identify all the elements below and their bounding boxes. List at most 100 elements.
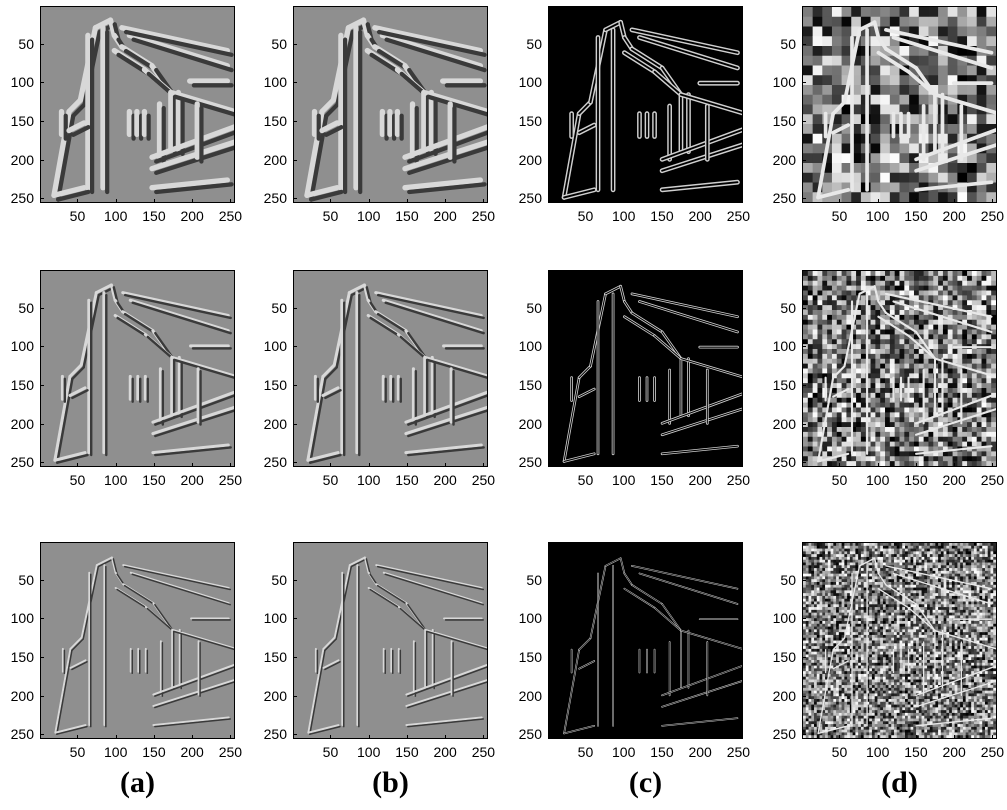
phase-cell — [882, 609, 887, 614]
phase-cell — [811, 570, 815, 575]
phase-cell — [811, 651, 815, 655]
phase-cell — [863, 729, 867, 733]
phase-cell — [858, 693, 862, 697]
phase-cell — [812, 446, 818, 452]
phase-cell — [909, 407, 915, 413]
phase-cell — [844, 593, 848, 597]
phase-cell — [869, 690, 873, 694]
phase-cell — [899, 344, 905, 350]
phase-cell — [831, 305, 838, 311]
phase-cell — [967, 46, 978, 57]
phase-cell — [991, 363, 996, 369]
phase-cell — [847, 668, 851, 672]
phase-cell — [880, 640, 884, 644]
phase-cell — [871, 685, 876, 689]
phase-cell — [807, 295, 814, 301]
edge-line — [146, 335, 176, 362]
x-tick-mark — [330, 463, 332, 467]
phase-cell — [817, 456, 823, 462]
phase-cell — [885, 417, 891, 423]
phase-cell — [812, 402, 818, 408]
phase-cell — [812, 36, 823, 47]
phase-cell — [838, 568, 842, 572]
phase-cell — [971, 388, 978, 394]
phase-cell — [827, 621, 831, 625]
phase-cell — [933, 446, 939, 452]
edge-line — [376, 312, 410, 335]
phase-cell — [831, 427, 838, 433]
x-tick-mark — [483, 199, 485, 203]
phase-cell — [841, 559, 845, 563]
phase-cell — [833, 562, 837, 566]
phase-cell — [869, 618, 873, 622]
phase-cell — [918, 290, 925, 296]
phase-cell — [831, 422, 838, 428]
phase-cell — [836, 412, 842, 418]
phase-cell — [803, 124, 814, 135]
edge-line — [654, 607, 682, 631]
phase-cell — [870, 368, 876, 374]
phase-cell — [986, 441, 992, 447]
phase-cell — [874, 668, 878, 672]
phase-cell — [822, 353, 828, 360]
phase-cell — [865, 392, 871, 399]
phase-cell — [875, 285, 881, 291]
phase-cell — [874, 687, 878, 692]
phase-cell — [846, 436, 852, 443]
phase-cell — [894, 383, 900, 389]
phase-cell — [967, 314, 973, 321]
phase-cell — [871, 582, 876, 586]
phase-cell — [844, 732, 848, 736]
phase-cell — [831, 431, 838, 438]
edge-line — [631, 312, 663, 333]
phase-cell — [836, 682, 840, 686]
phase-cell — [869, 729, 873, 733]
phase-cell — [913, 271, 920, 277]
phase-cell — [825, 735, 829, 738]
phase-cell — [805, 604, 809, 608]
phase-cell — [942, 329, 949, 335]
phase-cell — [981, 397, 987, 404]
phase-cell — [855, 604, 859, 608]
phase-cell — [885, 334, 891, 340]
phase-cell — [847, 673, 851, 678]
x-tick-label: 100 — [612, 208, 636, 224]
phase-cell — [928, 280, 934, 287]
phase-cell — [808, 721, 812, 725]
y-tick-mark — [40, 159, 44, 161]
phase-cell — [899, 46, 910, 57]
phase-cell — [836, 427, 842, 433]
phase-cell — [967, 143, 978, 154]
phase-cell — [875, 324, 881, 330]
phase-cell — [909, 349, 915, 355]
phase-cell — [869, 637, 873, 641]
edge-line — [151, 405, 234, 436]
phase-cell — [822, 615, 826, 619]
phase-cell — [986, 412, 992, 418]
phase-cell — [885, 651, 889, 655]
phase-cell — [991, 290, 996, 296]
phase-cell — [938, 339, 944, 345]
image-frame — [293, 270, 488, 467]
phase-cell — [807, 358, 814, 365]
phase-cell — [875, 427, 881, 433]
phase-cell — [871, 579, 876, 583]
y-tick-mark — [802, 462, 806, 464]
phase-cell — [877, 582, 881, 586]
phase-cell — [808, 646, 812, 650]
phase-cell — [986, 7, 996, 18]
phase-cell — [981, 314, 987, 321]
phase-cell — [899, 383, 905, 389]
phase-cell — [827, 305, 833, 311]
phase-cell — [822, 275, 828, 282]
phase-cell — [816, 718, 820, 722]
x-tick-label: 50 — [322, 744, 339, 760]
phase-cell — [841, 75, 852, 86]
phase-cell — [841, 562, 845, 566]
phase-cell — [838, 682, 842, 686]
phase-cell — [812, 392, 818, 399]
phase-cell — [808, 682, 812, 686]
phase-cell — [865, 461, 871, 466]
phase-cell — [866, 693, 870, 697]
phase-cell — [976, 7, 987, 18]
